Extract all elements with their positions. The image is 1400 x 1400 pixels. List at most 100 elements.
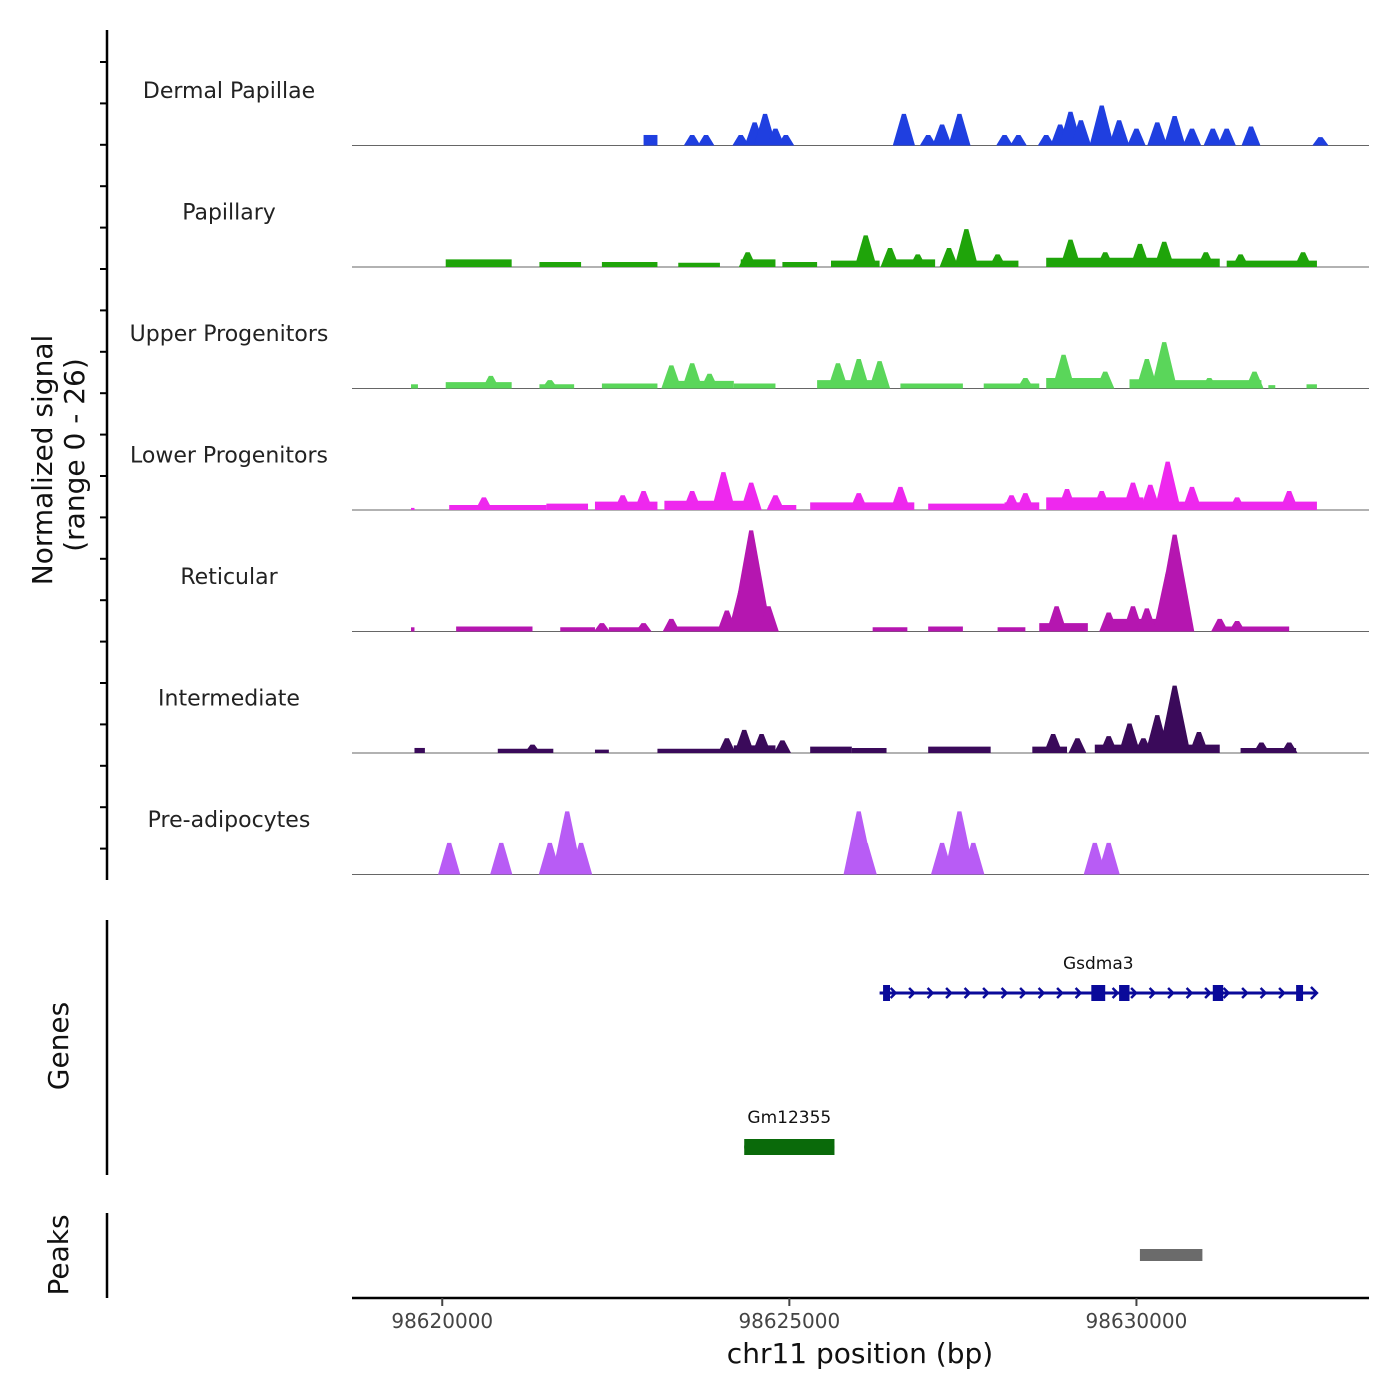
- signal-block: [900, 383, 963, 389]
- signal-peak: [738, 252, 757, 267]
- signal-block: [657, 748, 734, 753]
- signal-peak: [1096, 371, 1115, 389]
- signal-peak: [1070, 120, 1092, 146]
- signal-peak: [635, 623, 652, 632]
- signal-peak: [1158, 685, 1191, 753]
- signal-peak: [1189, 731, 1209, 753]
- signal-peak: [962, 842, 985, 875]
- signal-peak: [1129, 243, 1150, 267]
- signal-peak: [1127, 128, 1146, 146]
- signal-block: [733, 383, 776, 389]
- signal-peak: [996, 134, 1013, 146]
- signal-peak: [700, 373, 719, 389]
- signal-peak: [524, 744, 541, 753]
- signal-peak: [613, 495, 632, 510]
- signal-peak: [1200, 377, 1218, 389]
- track-label: Papillary: [182, 201, 276, 226]
- x-tick-label: 98625000: [738, 1309, 840, 1333]
- signal-peak: [909, 254, 927, 267]
- signal-peak: [1203, 128, 1223, 146]
- signal-peak: [697, 134, 715, 146]
- gene-exon: [744, 1139, 835, 1155]
- signal-peak: [1196, 252, 1215, 267]
- x-tick-label: 98620000: [391, 1309, 493, 1333]
- signal-peak: [1052, 354, 1075, 389]
- signal-peak: [681, 363, 703, 389]
- signal-peak: [1140, 484, 1161, 510]
- strand-arrow: [1222, 987, 1231, 999]
- gene-exon: [1296, 985, 1304, 1001]
- signal-block: [411, 507, 415, 510]
- signal-block: [414, 747, 425, 753]
- signal-peak: [1154, 534, 1195, 632]
- signal-block: [997, 627, 1026, 632]
- strand-arrow: [1278, 987, 1286, 999]
- signal-peak: [1136, 608, 1157, 632]
- track-label: Reticular: [180, 565, 278, 590]
- strand-arrow: [963, 987, 972, 999]
- x-axis-title: chr11 position (bp): [727, 1337, 993, 1370]
- signal-peak: [766, 495, 785, 510]
- signal-peak: [1280, 742, 1298, 753]
- signal-peak: [827, 363, 849, 389]
- signal-peak: [1108, 120, 1130, 146]
- strand-arrow: [1037, 987, 1046, 999]
- signal-peak: [1096, 252, 1115, 267]
- signal-block: [449, 504, 547, 510]
- signal-peak: [1122, 482, 1144, 510]
- signal-peak: [569, 842, 593, 875]
- peaks-panel-title: Peaks: [42, 1214, 75, 1295]
- gene-exon: [1091, 985, 1106, 1001]
- track-upper-progenitors: Upper Progenitors: [130, 322, 1369, 389]
- signal-block: [601, 261, 658, 267]
- signal-peak: [939, 248, 959, 267]
- signal-peak: [880, 248, 900, 267]
- signal-peak: [1136, 359, 1158, 389]
- signal-block: [1226, 260, 1317, 267]
- signal-block: [810, 746, 852, 753]
- signal-peak: [954, 229, 979, 267]
- signal-peak: [490, 842, 513, 875]
- signal-block: [445, 259, 512, 267]
- track-pre-adipocytes: Pre-adipocytes: [148, 808, 1369, 875]
- signal-peak: [1245, 371, 1264, 389]
- signal-peak: [869, 361, 891, 389]
- strand-arrow: [1185, 987, 1194, 999]
- signal-block: [872, 627, 908, 632]
- track-reticular: Reticular: [180, 530, 1369, 632]
- signal-tracks: Dermal Papillae Papillary Upper Progenitor…: [130, 79, 1369, 875]
- track-lower-progenitors: Lower Progenitors: [130, 444, 1369, 511]
- strand-arrow: [1056, 987, 1064, 999]
- signal-peak: [1046, 606, 1067, 632]
- signal-block: [601, 383, 658, 389]
- signal-peak: [482, 375, 500, 389]
- signal-peak: [1312, 137, 1329, 146]
- strand-arrow: [1000, 987, 1009, 999]
- signal-peak: [541, 380, 558, 389]
- signal-block: [782, 261, 818, 267]
- strand-arrow: [1167, 987, 1175, 999]
- strand-arrow: [926, 987, 935, 999]
- signal-peak: [1279, 491, 1299, 510]
- x-tick-label: 98630000: [1086, 1309, 1188, 1333]
- signal-block: [411, 627, 415, 632]
- signal-peak: [849, 493, 868, 510]
- signal-peak: [1118, 723, 1141, 753]
- signal-block: [411, 384, 418, 389]
- strand-arrow: [908, 987, 916, 999]
- signal-peak: [734, 729, 755, 753]
- track-papillary: Papillary: [182, 201, 1369, 268]
- gene-annotations: Gsdma3 Gm12355: [744, 954, 1319, 1155]
- signal-peak: [661, 365, 682, 389]
- strand-arrow: [1074, 987, 1083, 999]
- signal-peak: [740, 482, 762, 510]
- signal-peak: [777, 134, 795, 146]
- signal-peak: [1057, 488, 1077, 510]
- signal-peak: [682, 491, 702, 510]
- signal-peak: [732, 134, 750, 146]
- gene-gsdma3: Gsdma3: [879, 954, 1319, 1001]
- track-label: Upper Progenitors: [130, 322, 329, 347]
- strand-arrow: [1310, 986, 1319, 1000]
- signal-peak: [1163, 116, 1186, 146]
- signal-peak: [711, 472, 736, 510]
